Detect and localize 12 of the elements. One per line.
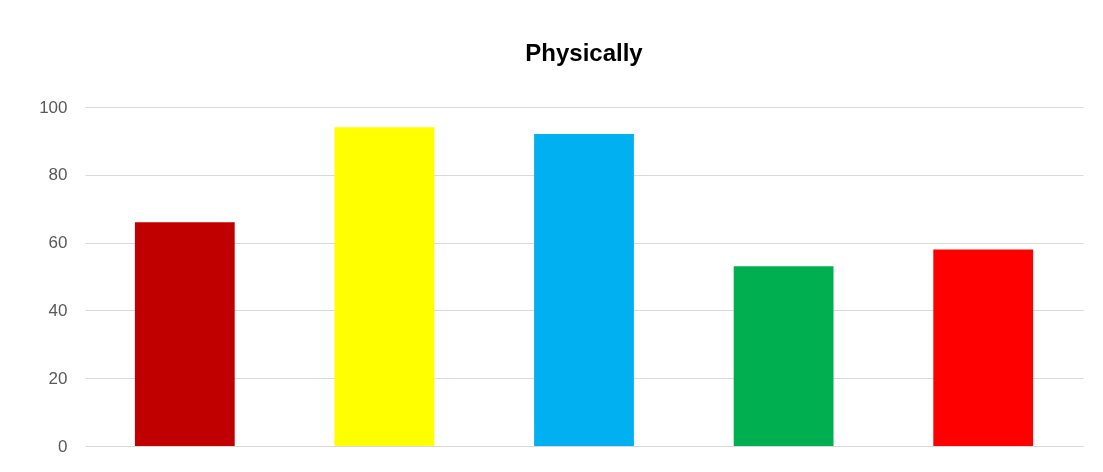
y-tick-label: 60 bbox=[48, 233, 68, 253]
bar bbox=[334, 127, 435, 446]
bar bbox=[534, 134, 634, 446]
bar bbox=[733, 266, 834, 446]
y-tick-label: 80 bbox=[48, 165, 68, 185]
bar bbox=[933, 249, 1034, 446]
chart-title: Physically bbox=[525, 39, 644, 66]
y-tick-label: 20 bbox=[48, 368, 68, 388]
y-tick-label: 0 bbox=[58, 436, 68, 456]
y-tick-label: 40 bbox=[48, 300, 68, 320]
bar bbox=[134, 222, 235, 446]
y-tick-label: 100 bbox=[39, 97, 68, 117]
